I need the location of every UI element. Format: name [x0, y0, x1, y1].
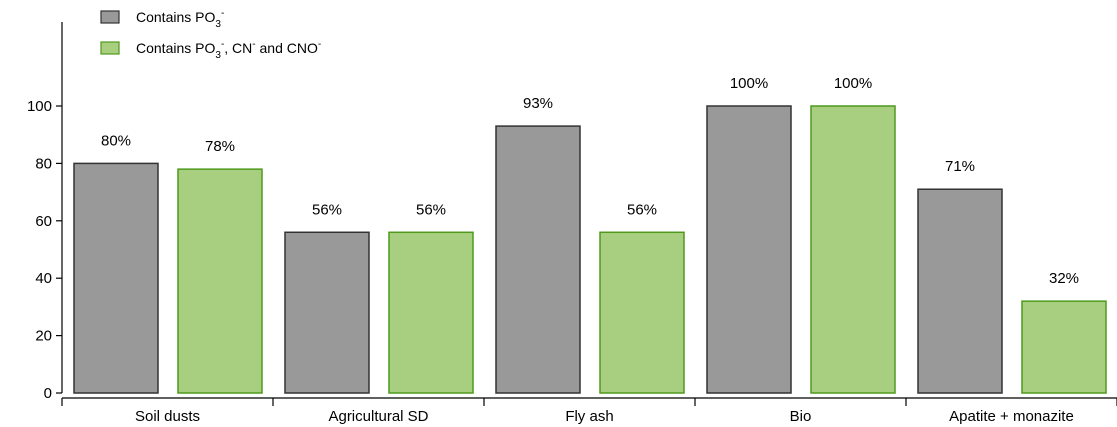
data-label: 100%	[834, 75, 872, 92]
y-tick-label: 20	[35, 328, 52, 345]
y-tick-label: 40	[35, 270, 52, 287]
y-axis: 0 20 40 60 80 100	[27, 22, 63, 402]
data-labels: 80% 56% 93% 100% 71% 78% 56% 56% 100% 32%	[101, 75, 1079, 287]
bar	[1021, 300, 1107, 394]
x-category-label: Soil dusts	[135, 408, 200, 425]
bar	[73, 162, 159, 394]
bar	[177, 168, 263, 394]
legend-swatch	[100, 41, 120, 55]
data-label: 32%	[1049, 270, 1079, 287]
y-tick-label: 0	[44, 385, 52, 402]
x-category-label: Apatite + monazite	[949, 408, 1074, 425]
bars	[73, 105, 1107, 394]
x-axis: Soil dusts Agricultural SD Fly ash Bio Apati…	[61, 397, 1117, 425]
bar	[284, 231, 370, 394]
y-tick-label: 80	[35, 155, 52, 172]
legend-label: Contains PO3-	[136, 8, 224, 30]
data-label: 93%	[523, 95, 553, 112]
x-category-label: Agricultural SD	[328, 408, 428, 425]
bar	[388, 231, 474, 394]
bar	[917, 188, 1003, 394]
x-category-label: Fly ash	[565, 408, 613, 425]
bar	[810, 105, 896, 394]
bar	[599, 231, 685, 394]
data-label: 56%	[627, 201, 657, 218]
data-label: 71%	[945, 158, 975, 175]
y-tick-label: 60	[35, 213, 52, 230]
legend: Contains PO3- Contains PO3-, CN- and CNO-	[100, 8, 321, 61]
data-label: 56%	[416, 201, 446, 218]
data-label: 56%	[312, 201, 342, 218]
y-tick-label: 100	[27, 98, 52, 115]
bar	[706, 105, 792, 394]
bar	[495, 125, 581, 394]
data-label: 80%	[101, 132, 131, 149]
legend-swatch	[100, 10, 120, 24]
data-label: 100%	[730, 75, 768, 92]
legend-label: Contains PO3-, CN- and CNO-	[136, 39, 321, 61]
data-label: 78%	[205, 138, 235, 155]
x-category-label: Bio	[790, 408, 812, 425]
